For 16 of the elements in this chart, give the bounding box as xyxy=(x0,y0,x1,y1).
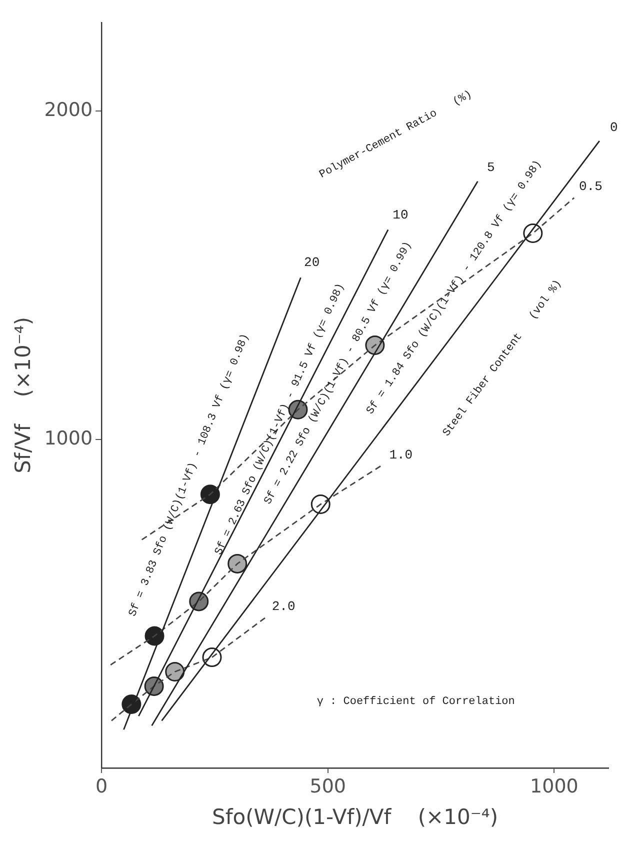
series-label: 0 xyxy=(610,120,618,136)
line-series xyxy=(110,616,268,722)
point xyxy=(228,554,248,574)
series-label: 0.5 xyxy=(579,179,602,194)
series-label: 1.0 xyxy=(389,447,413,462)
x-tick-label: 500 xyxy=(310,775,346,798)
x-tick-label: 0 xyxy=(96,775,108,798)
y-axis-title: Sf/Vf (×10⁻⁴) xyxy=(11,316,36,474)
series-label: 20 xyxy=(304,255,320,270)
series-label: 10 xyxy=(392,208,408,223)
y-tick-label: 2000 xyxy=(44,99,93,122)
series-label: 5 xyxy=(486,160,495,175)
x-axis-title: Sfo(W/C)(1-Vf)/Vf (×10⁻⁴) xyxy=(212,804,498,829)
x-tick-label: 1000 xyxy=(530,775,578,798)
series-label: 2.0 xyxy=(272,598,296,614)
annotation: γ : Coefficient of Correlation xyxy=(316,696,515,708)
